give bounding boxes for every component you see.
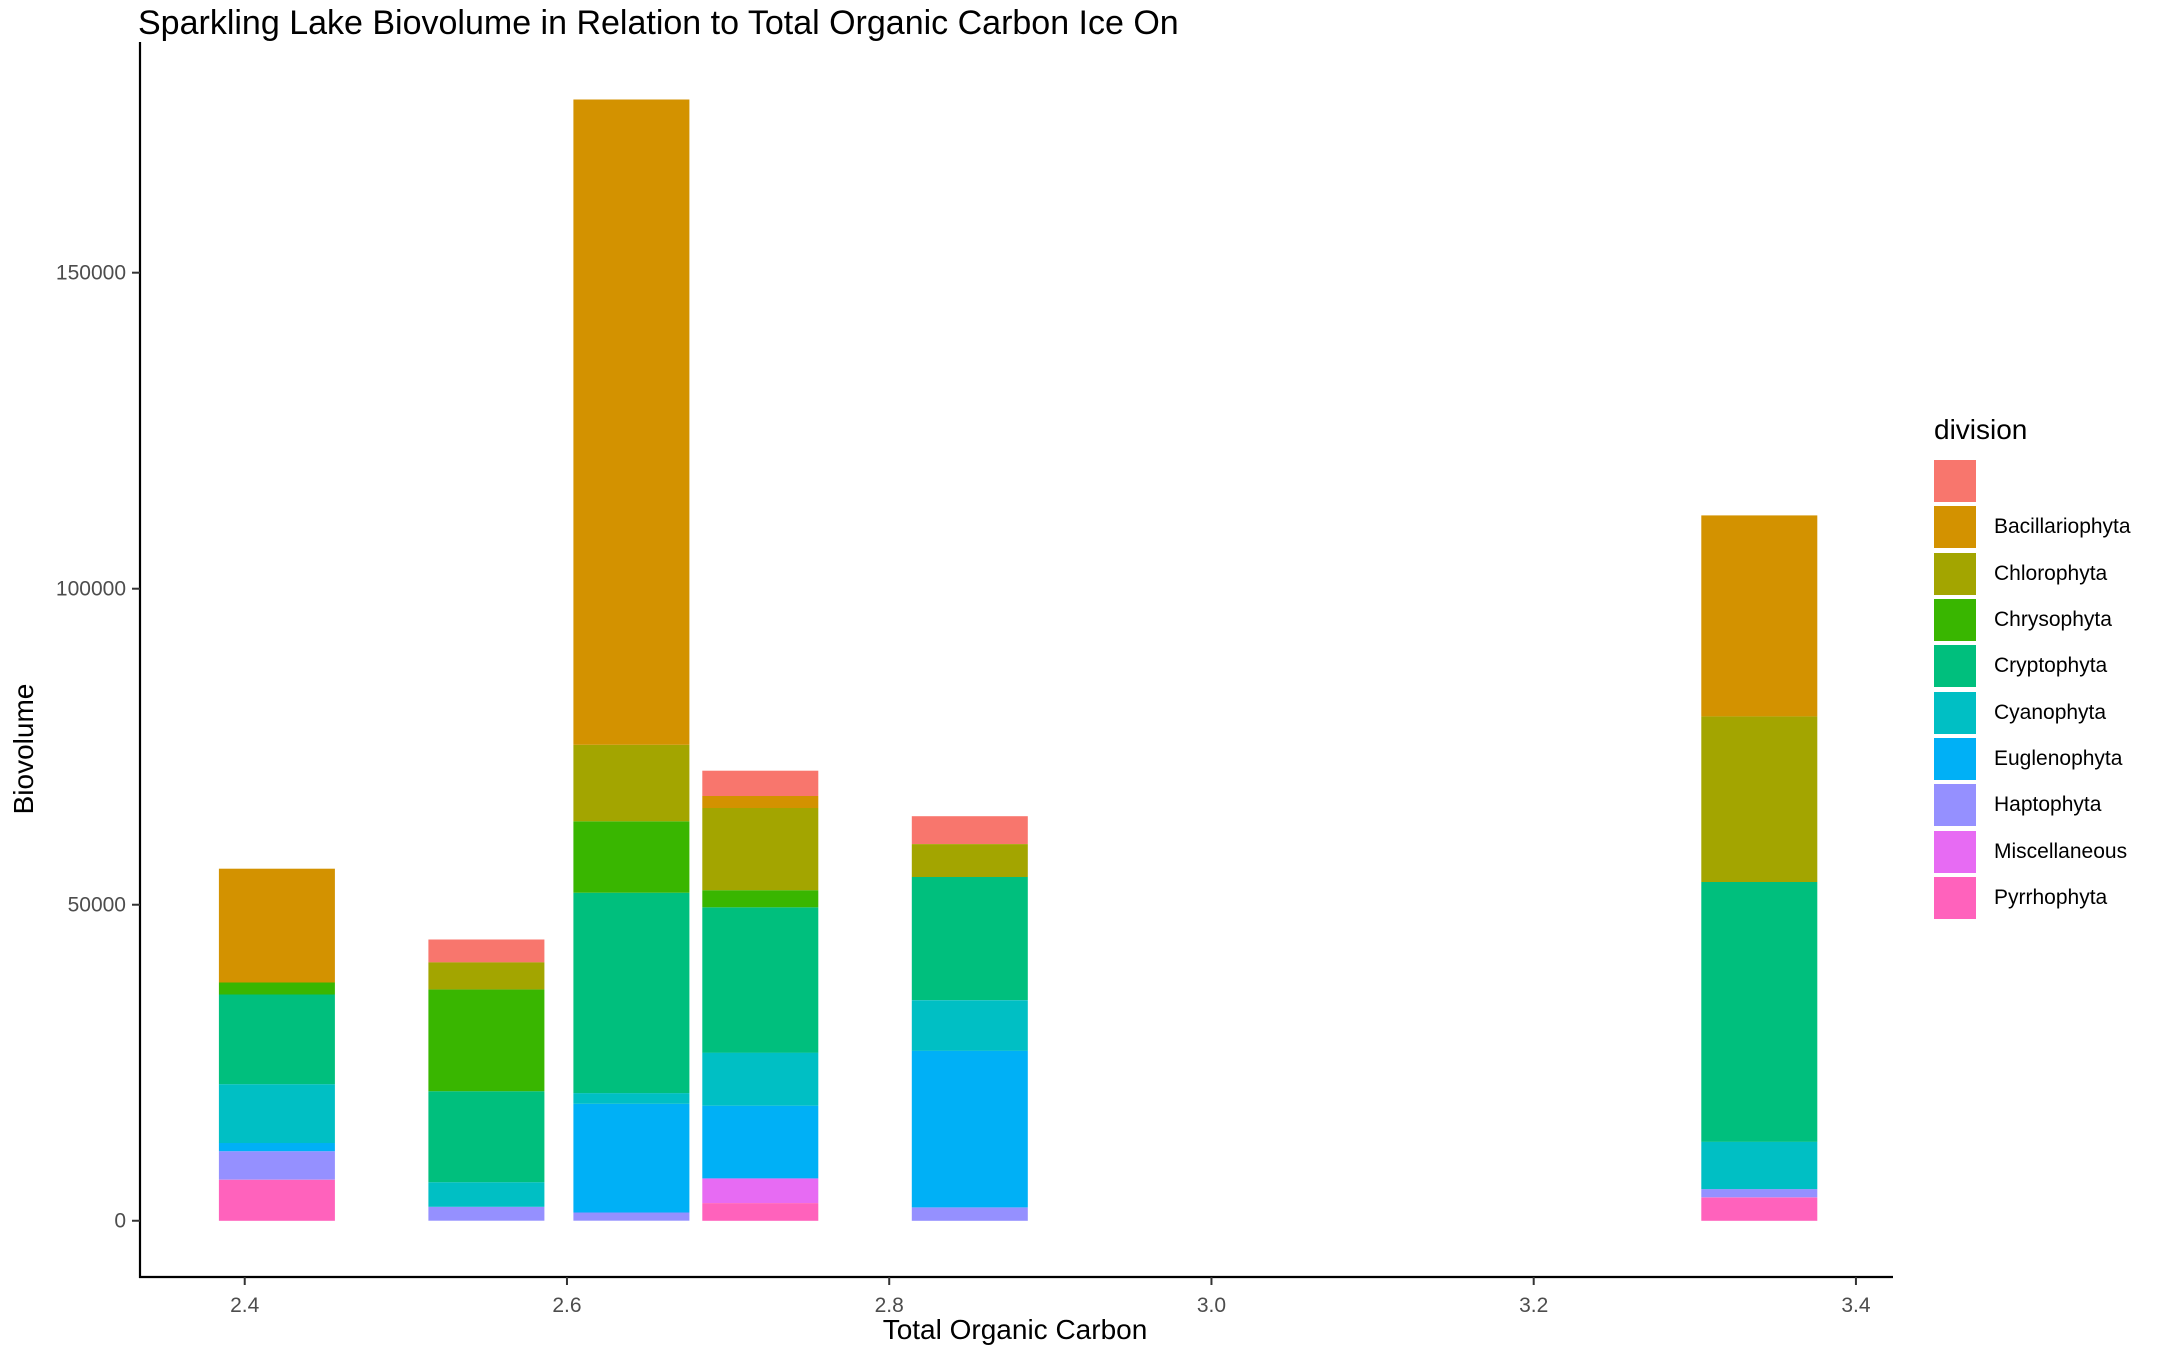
bar-segment-1-haptophyta <box>218 1151 335 1180</box>
bar-segment-3-cyanophyta <box>573 1093 690 1104</box>
bar-segment-3-haptophyta <box>573 1212 690 1221</box>
bar-segment-4-chrysophyta <box>702 890 819 908</box>
legend-item-chrysophyta: Chrysophyta <box>1934 597 2131 643</box>
bar-segment-5-cyanophyta <box>911 1000 1028 1051</box>
bar-segment-1-bacillariophyta <box>218 868 335 983</box>
bar-segment-2-cyanophyta <box>428 1182 545 1207</box>
legend-label: Chlorophyta <box>1994 561 2108 585</box>
bar-segment-2-cryptophyta <box>428 1091 545 1183</box>
legend-item-cyanophyta: Cyanophyta <box>1934 689 2131 735</box>
legend-label: Bacillariophyta <box>1994 515 2131 539</box>
legend-label: Cryptophyta <box>1994 654 2108 678</box>
legend-label: Haptophyta <box>1994 793 2102 817</box>
y-tick-label: 0 <box>114 1210 126 1233</box>
legend-swatch <box>1934 691 1976 734</box>
bar-segment-1-cyanophyta <box>218 1084 335 1143</box>
x-tick-label: 3.0 <box>1197 1294 1226 1317</box>
legend-item-bacillariophyta: Bacillariophyta <box>1934 504 2131 550</box>
legend-swatch <box>1934 784 1976 827</box>
legend: division Bacillariophyta Chlorophyta Chrys… <box>1934 414 2131 921</box>
legend-label: Chrysophyta <box>1994 608 2112 632</box>
bar-segment-1-chrysophyta <box>218 982 335 995</box>
legend-swatch <box>1934 737 1976 780</box>
y-tick-label: 100000 <box>56 578 126 601</box>
bar-segment-3-chrysophyta <box>573 821 690 893</box>
bar-segment-6-chlorophyta <box>1701 716 1818 882</box>
legend-item-cryptophyta: Cryptophyta <box>1934 643 2131 689</box>
bar-segment-6-cryptophyta <box>1701 882 1818 1142</box>
bar-segment-4-unlabeled <box>702 770 819 796</box>
legend-label: Cyanophyta <box>1994 700 2107 724</box>
legend-items: Bacillariophyta Chlorophyta Chrysophyta Cry… <box>1934 458 2131 921</box>
x-tick-label: 2.6 <box>552 1294 581 1317</box>
bar-segment-5-euglenophyta <box>911 1050 1028 1208</box>
bar-segment-6-bacillariophyta <box>1701 515 1818 717</box>
legend-label: Pyrrhophyta <box>1994 885 2108 909</box>
chart-title: Sparkling Lake Biovolume in Relation to … <box>138 4 1179 42</box>
legend-label: Miscellaneous <box>1994 839 2128 863</box>
x-tick-label: 3.4 <box>1841 1294 1871 1317</box>
legend-swatch <box>1934 876 1976 919</box>
bar-segment-4-bacillariophyta <box>702 796 819 808</box>
bar-segment-3-cryptophyta <box>573 892 690 1094</box>
bar-segment-4-cryptophyta <box>702 907 819 1053</box>
bar-segment-4-miscellaneous <box>702 1178 819 1203</box>
bar-segment-4-pyrrhophyta <box>702 1203 819 1221</box>
legend-swatch <box>1934 830 1976 873</box>
legend-item-pyrrhophyta: Pyrrhophyta <box>1934 875 2131 921</box>
x-axis-title: Total Organic Carbon <box>882 1314 1148 1345</box>
bar-segment-4-euglenophyta <box>702 1105 819 1179</box>
ticks-layer: 2.4 2.6 2.8 3.0 3.2 3.4 0 50000 100000 150000 <box>56 262 1871 1317</box>
bar-segment-5-unlabeled <box>911 816 1028 844</box>
legend-swatch <box>1934 460 1976 503</box>
bar-segment-6-pyrrhophyta <box>1701 1197 1818 1221</box>
legend-item-miscellaneous: Miscellaneous <box>1934 828 2131 874</box>
x-tick-label: 3.2 <box>1519 1294 1548 1317</box>
legend-item-chlorophyta: Chlorophyta <box>1934 551 2131 597</box>
bar-segment-5-haptophyta <box>911 1207 1028 1221</box>
bar-segment-6-cyanophyta <box>1701 1141 1818 1190</box>
legend-swatch <box>1934 506 1976 549</box>
bar-segment-3-euglenophyta <box>573 1103 690 1213</box>
legend-item-haptophyta: Haptophyta <box>1934 782 2131 828</box>
bar-segment-1-euglenophyta <box>218 1143 335 1152</box>
y-axis-title: Biovolume <box>8 683 39 815</box>
x-tick-label: 2.8 <box>875 1294 904 1317</box>
bar-segment-1-pyrrhophyta <box>218 1179 335 1221</box>
x-tick-label: 2.4 <box>230 1294 260 1317</box>
bar-segment-1-cryptophyta <box>218 994 335 1085</box>
bar-segment-2-chrysophyta <box>428 989 545 1092</box>
legend-item-unlabeled <box>1934 458 2131 504</box>
legend-swatch <box>1934 645 1976 688</box>
y-tick-label: 150000 <box>56 262 126 285</box>
legend-swatch <box>1934 552 1976 595</box>
bar-segment-3-bacillariophyta <box>573 99 690 745</box>
bar-segment-2-chlorophyta <box>428 962 545 990</box>
bar-segment-6-haptophyta <box>1701 1189 1818 1198</box>
legend-title: division <box>1934 414 2028 445</box>
legend-item-euglenophyta: Euglenophyta <box>1934 736 2131 782</box>
bar-segment-2-haptophyta <box>428 1206 545 1221</box>
legend-swatch <box>1934 599 1976 642</box>
bar-segment-5-chlorophyta <box>911 844 1028 877</box>
bar-segment-4-cyanophyta <box>702 1052 819 1106</box>
legend-label: Euglenophyta <box>1994 746 2123 770</box>
bars-layer <box>218 99 1818 1221</box>
bar-segment-5-cryptophyta <box>911 876 1028 1001</box>
bar-segment-2-unlabeled <box>428 939 545 963</box>
bar-segment-3-chlorophyta <box>573 744 690 822</box>
y-tick-label: 50000 <box>68 894 126 917</box>
bar-segment-4-chlorophyta <box>702 808 819 891</box>
